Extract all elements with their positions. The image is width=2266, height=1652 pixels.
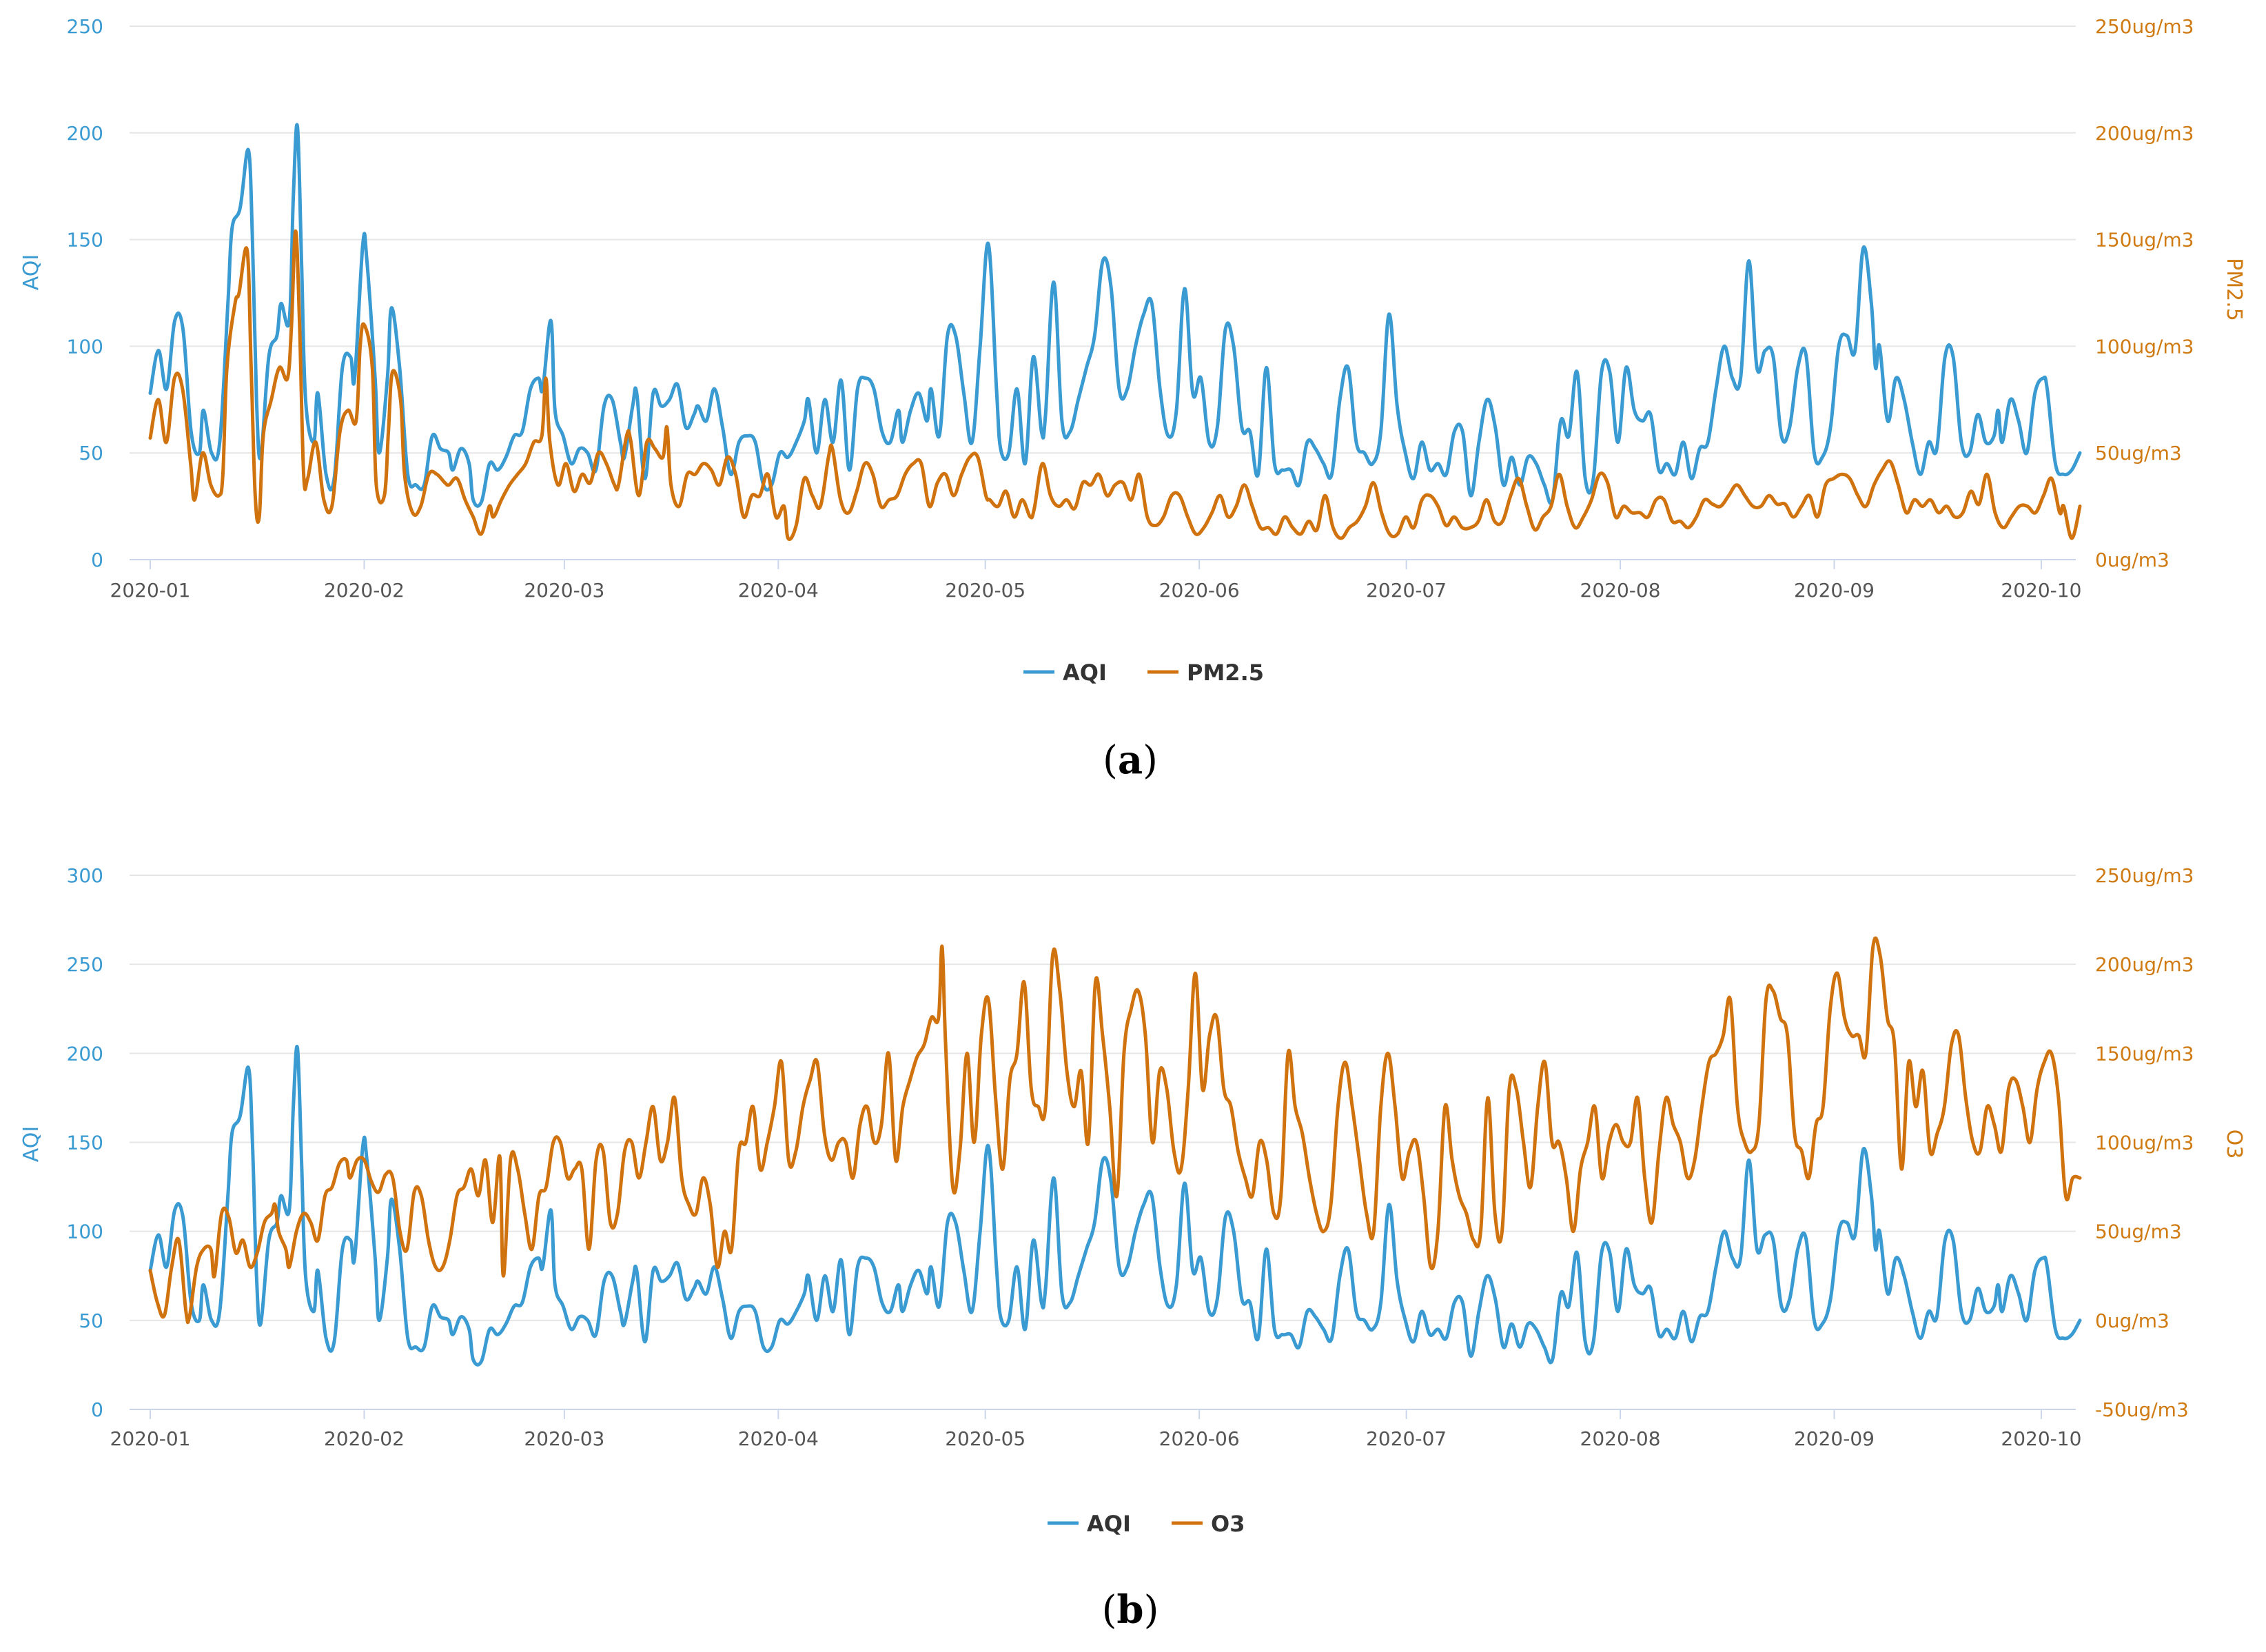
right-tick-label: 100ug/m3 bbox=[2095, 335, 2194, 358]
chart-b-gridlines bbox=[130, 875, 2076, 1410]
left-tick-label: 50 bbox=[79, 1309, 103, 1332]
chart-a-svg: 0 50 100 150 200 250 0ug/m3 50ug/m3 100ug/m3 150… bbox=[19, 15, 2246, 783]
chart-b-svg: 0 50 100 150 200 250 300 -50ug/m3 0ug/m3 50ug/m3… bbox=[19, 864, 2246, 1633]
chart-b-x-axis: 2020-01 2020-02 2020-03 2020-04 2020-05 2020-… bbox=[110, 1409, 2081, 1450]
left-tick-label: 0 bbox=[91, 549, 103, 571]
x-tick-label: 2020-07 bbox=[1366, 1427, 1447, 1450]
caption-a-letter: a bbox=[1118, 737, 1143, 783]
x-tick-label: 2020-09 bbox=[1794, 579, 1875, 602]
right-tick-label: 200ug/m3 bbox=[2095, 122, 2194, 145]
caption-b-open: ( bbox=[1102, 1588, 1117, 1633]
x-tick-label: 2020-08 bbox=[1580, 1427, 1661, 1450]
left-tick-label: 50 bbox=[79, 442, 103, 465]
right-tick-label: 0ug/m3 bbox=[2095, 1309, 2170, 1332]
legend-label-aqi: AQI bbox=[1087, 1511, 1131, 1537]
x-tick-label: 2020-10 bbox=[2001, 579, 2081, 602]
chart-b-left-axis: 0 50 100 150 200 250 300 bbox=[67, 864, 103, 1421]
x-tick-label: 2020-05 bbox=[945, 579, 1025, 602]
chart-b-series bbox=[148, 936, 2082, 1367]
chart-a-series bbox=[148, 123, 2082, 541]
caption-a: (a) bbox=[1103, 737, 1158, 783]
chart-a-right-axis-title: PM2.5 bbox=[2222, 258, 2246, 321]
left-tick-label: 200 bbox=[67, 1042, 103, 1065]
caption-b: (b) bbox=[1102, 1587, 1159, 1633]
x-tick-label: 2020-02 bbox=[324, 579, 405, 602]
right-tick-label: 250ug/m3 bbox=[2095, 864, 2194, 887]
chart-a-left-axis-title: AQI bbox=[19, 254, 43, 290]
x-tick-label: 2020-06 bbox=[1159, 1427, 1240, 1450]
caption-a-close: ) bbox=[1143, 738, 1158, 783]
chart-b-legend: AQI O3 bbox=[1048, 1511, 1245, 1537]
x-tick-label: 2020-03 bbox=[524, 1427, 604, 1450]
right-tick-label: 150ug/m3 bbox=[2095, 229, 2194, 252]
series-line-aqi bbox=[148, 1044, 2082, 1367]
right-tick-label: 100ug/m3 bbox=[2095, 1132, 2194, 1154]
series-line-aqi bbox=[148, 123, 2082, 508]
caption-b-letter: b bbox=[1116, 1587, 1143, 1633]
x-tick-label: 2020-02 bbox=[324, 1427, 405, 1450]
caption-b-close: ) bbox=[1144, 1588, 1159, 1633]
x-tick-label: 2020-05 bbox=[945, 1427, 1025, 1450]
right-tick-label: 50ug/m3 bbox=[2095, 442, 2182, 465]
right-tick-label: 0ug/m3 bbox=[2095, 549, 2170, 571]
legend-label-o3: O3 bbox=[1211, 1511, 1245, 1537]
left-tick-label: 100 bbox=[67, 1221, 103, 1243]
chart-b-left-axis-title: AQI bbox=[19, 1126, 43, 1162]
left-tick-label: 200 bbox=[67, 122, 103, 145]
x-tick-label: 2020-04 bbox=[738, 1427, 819, 1450]
right-tick-label: 250ug/m3 bbox=[2095, 15, 2194, 38]
chart-b-right-axis: -50ug/m3 0ug/m3 50ug/m3 100ug/m3 150ug/m3 200… bbox=[2095, 864, 2194, 1421]
x-tick-label: 2020-01 bbox=[110, 579, 191, 602]
x-tick-label: 2020-10 bbox=[2001, 1427, 2081, 1450]
chart-b-right-axis-title: O3 bbox=[2222, 1130, 2246, 1159]
chart-a-left-axis: 0 50 100 150 200 250 bbox=[67, 15, 103, 571]
x-tick-label: 2020-06 bbox=[1159, 579, 1240, 602]
caption-a-open: ( bbox=[1103, 738, 1118, 783]
series-line-pm25 bbox=[148, 229, 2082, 541]
legend-item-pm25[interactable]: PM2.5 bbox=[1147, 660, 1264, 686]
legend-label-aqi: AQI bbox=[1063, 660, 1107, 686]
x-tick-label: 2020-03 bbox=[524, 579, 604, 602]
left-tick-label: 100 bbox=[67, 335, 103, 358]
legend-item-aqi[interactable]: AQI bbox=[1048, 1511, 1131, 1537]
right-tick-label: 50ug/m3 bbox=[2095, 1221, 2182, 1243]
left-tick-label: 300 bbox=[67, 864, 103, 887]
left-tick-label: 250 bbox=[67, 15, 103, 38]
x-tick-label: 2020-08 bbox=[1580, 579, 1661, 602]
legend-item-aqi[interactable]: AQI bbox=[1023, 660, 1107, 686]
chart-a-x-axis: 2020-01 2020-02 2020-03 2020-04 2020-05 2020-… bbox=[110, 560, 2081, 602]
chart-panel-b: 0 50 100 150 200 250 300 -50ug/m3 0ug/m3 50ug/m3… bbox=[0, 844, 2266, 1652]
right-tick-label: 200ug/m3 bbox=[2095, 953, 2194, 976]
right-tick-label: -50ug/m3 bbox=[2095, 1398, 2189, 1421]
left-tick-label: 0 bbox=[91, 1398, 103, 1421]
left-tick-label: 150 bbox=[67, 229, 103, 252]
x-tick-label: 2020-04 bbox=[738, 579, 819, 602]
series-line-o3 bbox=[148, 936, 2082, 1325]
left-tick-label: 250 bbox=[67, 953, 103, 976]
left-tick-label: 150 bbox=[67, 1132, 103, 1154]
x-tick-label: 2020-01 bbox=[110, 1427, 191, 1450]
x-tick-label: 2020-09 bbox=[1794, 1427, 1875, 1450]
chart-a-right-axis: 0ug/m3 50ug/m3 100ug/m3 150ug/m3 200ug/m3 250… bbox=[2095, 15, 2194, 571]
chart-a-legend: AQI PM2.5 bbox=[1023, 660, 1264, 686]
right-tick-label: 150ug/m3 bbox=[2095, 1042, 2194, 1065]
chart-a-gridlines bbox=[130, 26, 2076, 560]
chart-panel-a: 0 50 100 150 200 250 0ug/m3 50ug/m3 100ug/m3 150… bbox=[0, 0, 2266, 813]
legend-label-pm25: PM2.5 bbox=[1187, 660, 1264, 686]
legend-item-o3[interactable]: O3 bbox=[1172, 1511, 1245, 1537]
x-tick-label: 2020-07 bbox=[1366, 579, 1447, 602]
